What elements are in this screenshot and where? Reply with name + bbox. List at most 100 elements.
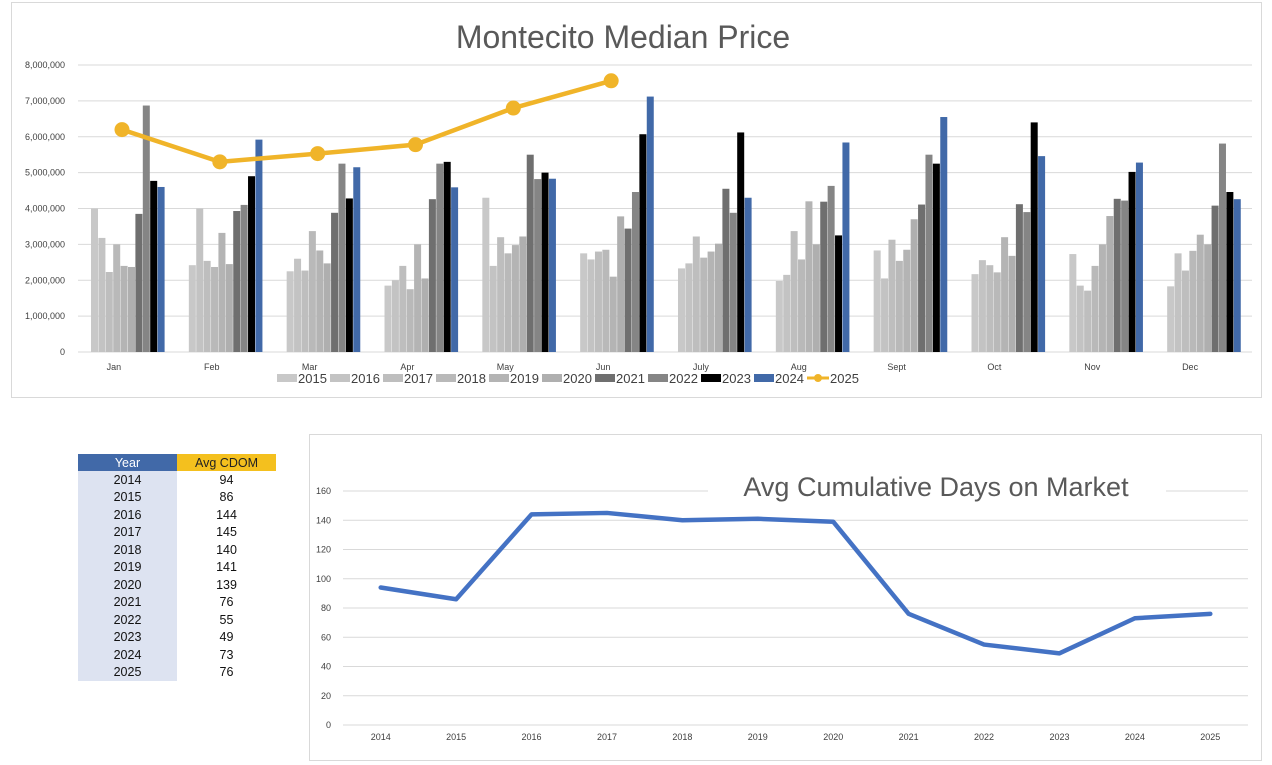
bar-2024-apr (451, 187, 459, 352)
bar-2023-sept (932, 163, 940, 352)
table-row: 2014 94 (78, 471, 276, 489)
table-row: 2025 76 (78, 663, 276, 681)
bar-2016-dec (1174, 253, 1182, 352)
bar-2018-oct (993, 272, 1001, 352)
bar-2023-jun (639, 134, 647, 352)
x-tick-label: 2024 (1125, 732, 1145, 742)
bar-2023-dec (1226, 191, 1234, 352)
bar-2021-sept (918, 204, 926, 352)
bar-2023-july (737, 132, 745, 352)
x-tick-label: Oct (987, 362, 1002, 372)
x-tick-label: 2022 (974, 732, 994, 742)
table-row: 2021 76 (78, 593, 276, 611)
legend-swatch-2018 (436, 374, 456, 382)
bar-2020-dec (1204, 244, 1212, 352)
bar-2019-dec (1196, 234, 1204, 352)
cell-avg-cdom: 73 (177, 646, 276, 664)
cell-avg-cdom: 86 (177, 488, 276, 506)
x-tick-label: 2025 (1200, 732, 1220, 742)
legend-label-2015: 2015 (298, 371, 327, 386)
legend-label-2021: 2021 (616, 371, 645, 386)
bar-2024-mar (353, 167, 361, 352)
table-header-year: Year (78, 454, 177, 471)
x-tick-label: 2018 (672, 732, 692, 742)
legend-label-2016: 2016 (351, 371, 380, 386)
bar-2023-nov (1128, 171, 1136, 352)
bar-2023-jan (150, 180, 158, 352)
x-tick-label: 2015 (446, 732, 466, 742)
bar-2018-apr (406, 289, 414, 352)
bar-2023-aug (835, 235, 843, 352)
legend-swatch-2020 (542, 374, 562, 382)
bar-2016-aug (783, 274, 791, 352)
bar-2019-oct (1001, 237, 1009, 352)
legend-label-2020: 2020 (563, 371, 592, 386)
x-tick-label: 2023 (1049, 732, 1069, 742)
legend-swatch-2015 (277, 374, 297, 382)
y-tick-label: 40 (321, 662, 331, 672)
bar-2015-july (678, 268, 685, 352)
bar-2023-oct (1030, 122, 1038, 353)
bar-2017-sept (888, 239, 896, 352)
bar-2017-dec (1181, 270, 1189, 352)
bar-2016-nov (1076, 285, 1084, 352)
x-tick-label: 2016 (522, 732, 542, 742)
avg-cdom-table: Year Avg CDOM 2014 94 2015 86 2016 144 2017 145… (78, 454, 276, 681)
bar-2024-oct (1038, 156, 1046, 352)
x-tick-label: Jun (596, 362, 611, 372)
bar-2023-mar (345, 198, 353, 352)
bar-2024-feb (255, 139, 263, 352)
bar-2021-mar (331, 212, 339, 352)
legend-label-2023: 2023 (722, 371, 751, 386)
bar-2015-feb (188, 265, 196, 352)
bar-2018-sept (895, 260, 903, 352)
bar-2024-dec (1233, 199, 1241, 352)
legend-label-2017: 2017 (404, 371, 433, 386)
bar-2015-jan (91, 208, 98, 352)
bar-2020-july (715, 243, 722, 352)
bar-2019-jun (609, 276, 617, 352)
cell-year: 2015 (78, 488, 177, 506)
bar-2020-jun (617, 216, 625, 352)
bar-2020-sept (910, 219, 918, 352)
x-tick-label: 2014 (371, 732, 391, 742)
bar-2020-nov (1106, 216, 1114, 352)
x-tick-label: Jan (107, 362, 122, 372)
bar-2018-july (700, 257, 708, 352)
point-2025 (212, 154, 228, 170)
bar-2019-nov (1098, 244, 1106, 352)
table-row: 2016 144 (78, 506, 276, 524)
bar-2019-july (707, 251, 715, 352)
legend-label-2025: 2025 (830, 371, 859, 386)
y-tick-label: 1,000,000 (25, 311, 65, 321)
bar-2020-mar (323, 263, 331, 352)
cell-avg-cdom: 141 (177, 558, 276, 576)
x-tick-label: July (693, 362, 710, 372)
y-tick-label: 8,000,000 (25, 60, 65, 70)
y-tick-label: 4,000,000 (25, 204, 65, 214)
bar-2024-jan (157, 186, 165, 352)
bar-2015-sept (873, 250, 881, 352)
bar-2016-oct (978, 260, 986, 352)
legend-label-2024: 2024 (775, 371, 804, 386)
cell-year: 2023 (78, 628, 177, 646)
bar-2020-feb (225, 264, 233, 352)
bar-2018-nov (1091, 265, 1099, 352)
cell-avg-cdom: 76 (177, 663, 276, 681)
bar-2017-mar (301, 270, 309, 352)
bar-2017-oct (986, 265, 994, 352)
bar-2017-apr (399, 265, 407, 352)
bar-2019-jan (120, 265, 128, 352)
bar-2022-july (729, 212, 737, 352)
cell-year: 2018 (78, 541, 177, 559)
table-row: 2019 141 (78, 558, 276, 576)
y-tick-label: 5,000,000 (25, 168, 65, 178)
y-tick-label: 100 (316, 574, 331, 584)
x-tick-label: 2017 (597, 732, 617, 742)
bar-2018-mar (308, 231, 316, 352)
bar-2020-oct (1008, 255, 1016, 352)
cell-year: 2022 (78, 611, 177, 629)
bar-2022-oct (1023, 212, 1031, 352)
x-tick-label: Mar (302, 362, 318, 372)
bar-2021-dec (1211, 205, 1219, 352)
